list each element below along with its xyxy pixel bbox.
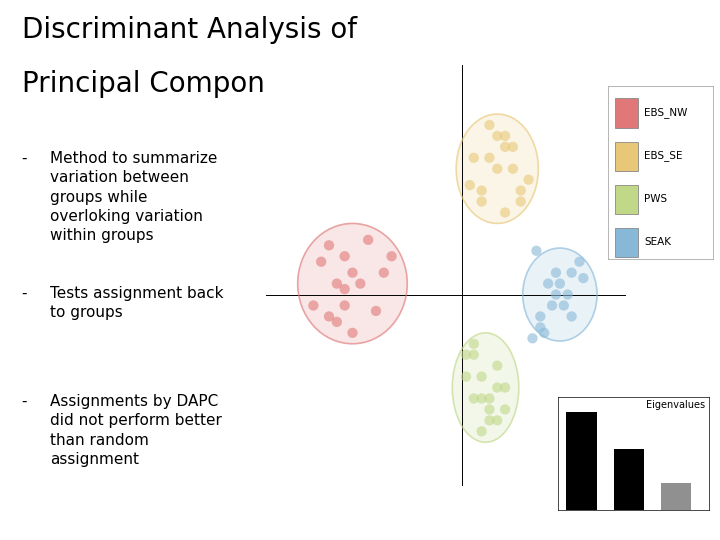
Point xyxy=(566,268,577,277)
Point xyxy=(460,372,472,381)
Point xyxy=(550,268,562,277)
Point xyxy=(484,120,495,129)
Point xyxy=(527,334,539,342)
Point xyxy=(507,164,518,173)
Point xyxy=(476,394,487,403)
Text: Method to summarize
variation between
groups while
overloking variation
within g: Method to summarize variation between gr… xyxy=(50,151,217,243)
Text: Assignments by DAPC
did not perform better
than random
assignment: Assignments by DAPC did not perform bett… xyxy=(50,394,222,467)
Point xyxy=(534,312,546,321)
Point xyxy=(339,301,351,310)
Text: EBS_SE: EBS_SE xyxy=(644,150,683,161)
Point xyxy=(323,312,335,321)
Point xyxy=(307,301,319,310)
Point xyxy=(500,405,511,414)
Point xyxy=(492,361,503,370)
Bar xyxy=(615,141,638,171)
Point xyxy=(492,164,503,173)
Point xyxy=(562,290,573,299)
Point xyxy=(339,285,351,293)
Text: EBS_NW: EBS_NW xyxy=(644,107,688,118)
Point xyxy=(476,197,487,206)
Point xyxy=(464,181,476,190)
Point xyxy=(331,318,343,326)
Bar xyxy=(615,228,638,258)
Point xyxy=(566,312,577,321)
Point xyxy=(484,405,495,414)
Text: PWS: PWS xyxy=(644,194,667,204)
Point xyxy=(546,301,558,310)
Point xyxy=(476,372,487,381)
Point xyxy=(523,176,534,184)
Ellipse shape xyxy=(523,248,597,341)
Point xyxy=(331,279,343,288)
Point xyxy=(468,394,480,403)
Point xyxy=(468,340,480,348)
Text: Discriminant Analysis of: Discriminant Analysis of xyxy=(22,16,356,44)
Point xyxy=(531,246,542,255)
Point xyxy=(550,290,562,299)
Text: Tests assignment back
to groups: Tests assignment back to groups xyxy=(50,286,224,320)
Ellipse shape xyxy=(456,114,539,224)
Point xyxy=(354,279,366,288)
Text: Eigenvalues: Eigenvalues xyxy=(646,400,705,410)
Point xyxy=(484,416,495,424)
Point xyxy=(339,252,351,261)
Bar xyxy=(661,483,691,510)
Point xyxy=(484,394,495,403)
Point xyxy=(476,186,487,195)
Point xyxy=(468,350,480,359)
Bar xyxy=(566,411,597,510)
Point xyxy=(558,301,570,310)
Point xyxy=(323,241,335,249)
Point xyxy=(492,132,503,140)
Point xyxy=(370,307,382,315)
Point xyxy=(515,197,526,206)
Point xyxy=(347,268,359,277)
Point xyxy=(492,416,503,424)
Point xyxy=(476,427,487,436)
Point xyxy=(500,132,511,140)
Bar xyxy=(613,449,644,510)
Ellipse shape xyxy=(297,224,408,344)
Point xyxy=(500,143,511,151)
Point xyxy=(534,323,546,332)
Text: -: - xyxy=(22,394,27,409)
Point xyxy=(542,279,554,288)
Text: -: - xyxy=(22,286,27,301)
Point xyxy=(468,153,480,162)
Text: -: - xyxy=(22,151,27,166)
Point xyxy=(492,383,503,392)
Bar xyxy=(615,185,638,214)
Point xyxy=(386,252,397,261)
Text: Principal Components (DAPC): Principal Components (DAPC) xyxy=(22,70,431,98)
Point xyxy=(515,186,526,195)
Point xyxy=(378,268,390,277)
Point xyxy=(507,143,518,151)
Point xyxy=(362,235,374,244)
Point xyxy=(500,383,511,392)
Point xyxy=(500,208,511,217)
Point xyxy=(460,350,472,359)
Point xyxy=(347,328,359,337)
Point xyxy=(554,279,566,288)
Point xyxy=(577,274,589,282)
Ellipse shape xyxy=(452,333,519,442)
Point xyxy=(315,258,327,266)
Bar xyxy=(615,98,638,128)
Point xyxy=(484,153,495,162)
Point xyxy=(574,258,585,266)
Point xyxy=(539,328,550,337)
Text: SEAK: SEAK xyxy=(644,237,671,247)
